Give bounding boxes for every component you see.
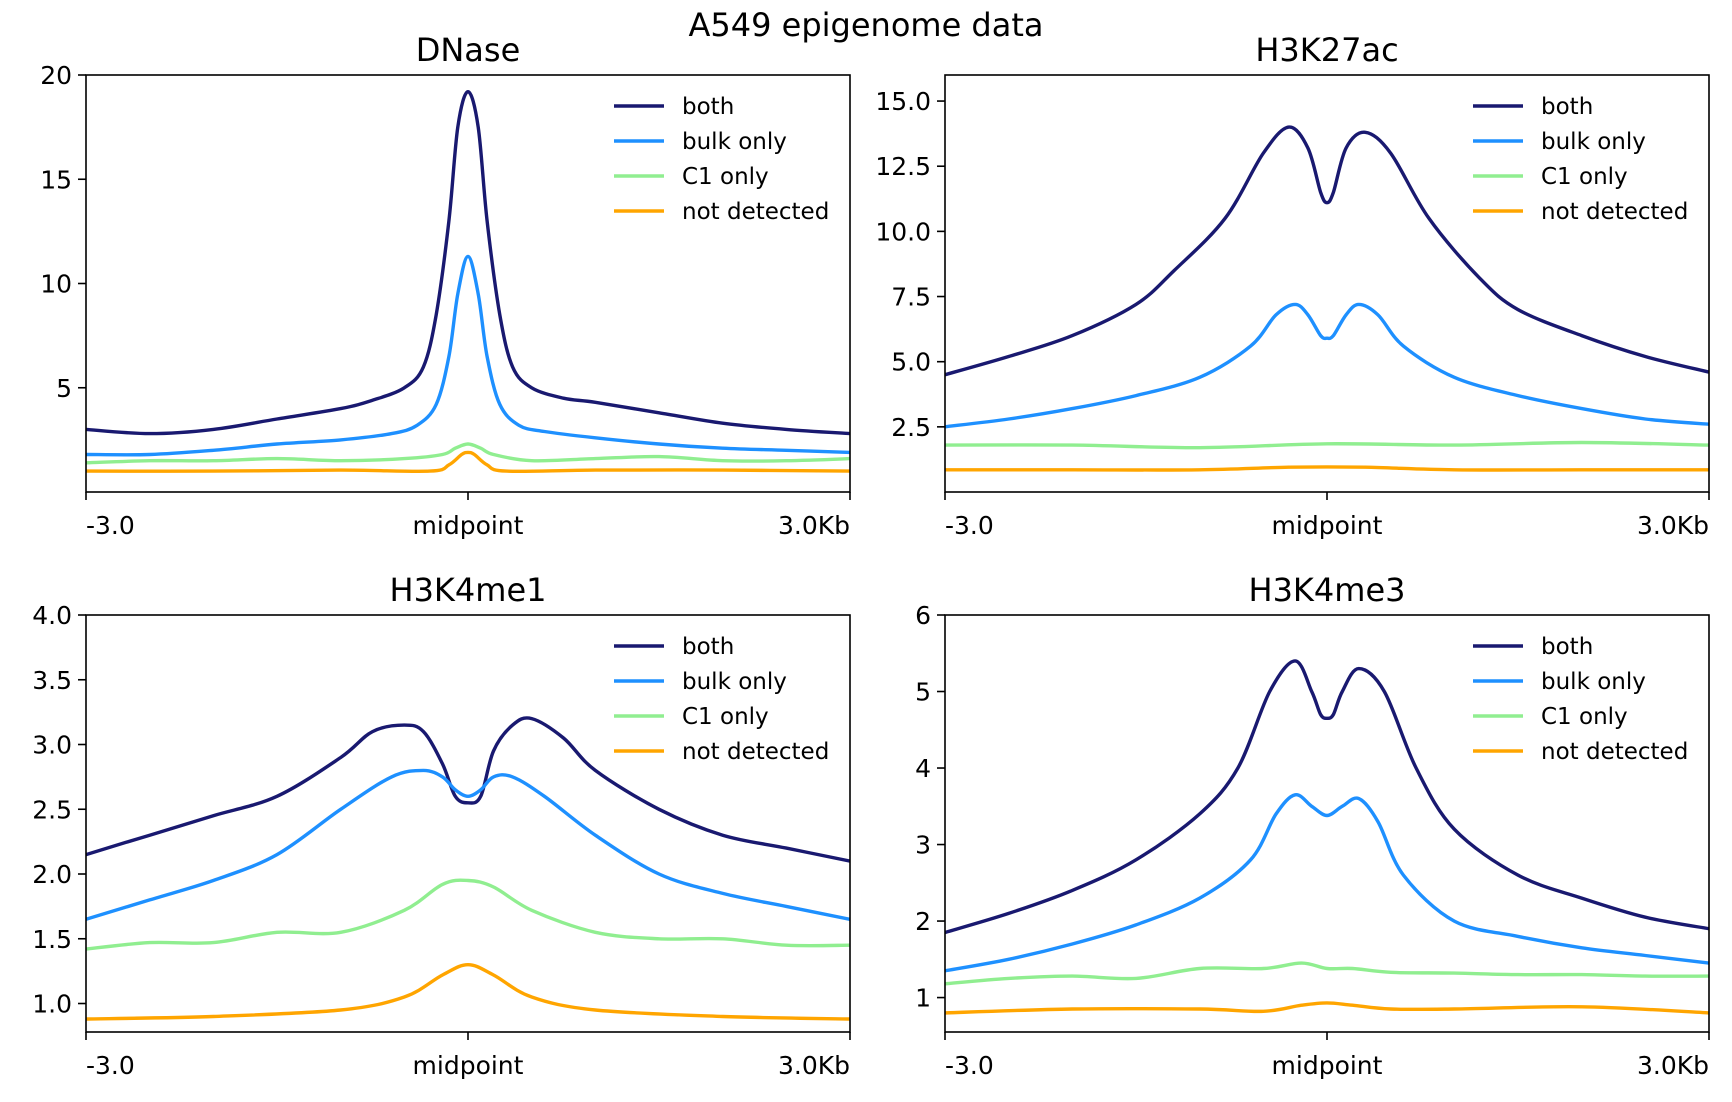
legend-label-bulk-only: bulk only xyxy=(1541,129,1646,155)
series-group xyxy=(86,90,850,474)
legend-label-both: both xyxy=(1541,634,1593,660)
y-tick-label: 1 xyxy=(915,984,931,1013)
panel-title: H3K4me1 xyxy=(390,571,547,609)
x-tick-label: 3.0Kb xyxy=(778,511,850,540)
series-bulk-only-line xyxy=(86,768,850,921)
series-c1-only-line xyxy=(86,878,850,951)
y-tick-label: 1.5 xyxy=(32,925,72,954)
series-bulk-only-line xyxy=(945,793,1709,973)
y-tick-label: 5 xyxy=(915,678,931,707)
x-tick-label: 3.0Kb xyxy=(778,1051,850,1080)
series-both-line xyxy=(86,90,850,436)
legend-label-c1-only: C1 only xyxy=(682,164,769,190)
y-tick-label: 7.5 xyxy=(891,283,931,312)
legend-label-both: both xyxy=(682,94,734,120)
series-not-detected-line xyxy=(86,450,850,474)
series-both-line xyxy=(945,125,1709,377)
legend-label-not-detected: not detected xyxy=(1541,739,1688,765)
y-tick-label: 2.0 xyxy=(32,860,72,889)
panel-title: DNase xyxy=(416,31,521,69)
y-tick-label: 20 xyxy=(40,61,72,90)
y-tick-label: 5 xyxy=(56,374,72,403)
x-tick-label: midpoint xyxy=(413,1051,524,1080)
figure-title: A549 epigenome data xyxy=(689,6,1044,44)
series-not-detected-line xyxy=(945,1001,1709,1015)
x-tick-label: -3.0 xyxy=(945,1051,994,1080)
panel-h3k27ac: H3K27ac 2.5 5.0 7.5 10.0 12.5 15.0 -3.0 midpoint… xyxy=(875,31,1710,540)
legend-label-c1-only: C1 only xyxy=(1541,164,1628,190)
y-tick-label: 10.0 xyxy=(875,217,931,246)
panel-dnase: DNase 5 10 15 20 -3.0 midpoint 3.0Kb both bulk on… xyxy=(40,31,851,540)
panel-title: H3K4me3 xyxy=(1249,571,1406,609)
legend-label-c1-only: C1 only xyxy=(1541,704,1628,730)
y-tick-label: 10 xyxy=(40,270,72,299)
y-tick-label: 3.0 xyxy=(32,731,72,760)
y-tick-label: 4.0 xyxy=(32,601,72,630)
series-c1-only-line xyxy=(945,961,1709,986)
legend: both bulk only C1 only not detected xyxy=(614,634,829,765)
y-tick-label: 3.5 xyxy=(32,666,72,695)
x-tick-label: midpoint xyxy=(413,511,524,540)
legend: both bulk only C1 only not detected xyxy=(614,94,829,225)
panel-h3k4me3: H3K4me3 1 2 3 4 5 6 -3.0 midpoint 3.0Kb both bulk o… xyxy=(915,571,1710,1080)
y-tick-label: 5.0 xyxy=(891,348,931,377)
x-tick-label: 3.0Kb xyxy=(1637,511,1709,540)
y-tick-label: 15.0 xyxy=(875,87,931,116)
y-tick-label: 4 xyxy=(915,754,931,783)
legend-label-bulk-only: bulk only xyxy=(682,129,787,155)
x-tick-label: 3.0Kb xyxy=(1637,1051,1709,1080)
x-tick-label: -3.0 xyxy=(86,511,135,540)
legend: both bulk only C1 only not detected xyxy=(1473,634,1688,765)
x-tick-label: -3.0 xyxy=(945,511,994,540)
series-c1-only-line xyxy=(86,442,850,465)
series-both-line xyxy=(945,659,1709,935)
panel-title: H3K27ac xyxy=(1255,31,1398,69)
legend-label-not-detected: not detected xyxy=(682,739,829,765)
series-both-line xyxy=(86,716,850,863)
y-tick-label: 3 xyxy=(915,831,931,860)
series-group xyxy=(945,125,1709,472)
legend-label-not-detected: not detected xyxy=(682,199,829,225)
x-tick-label: -3.0 xyxy=(86,1051,135,1080)
series-bulk-only-line xyxy=(945,302,1709,429)
series-c1-only-line xyxy=(945,440,1709,450)
legend-label-not-detected: not detected xyxy=(1541,199,1688,225)
x-tick-label: midpoint xyxy=(1272,511,1383,540)
y-tick-label: 2.5 xyxy=(32,795,72,824)
legend-label-both: both xyxy=(682,634,734,660)
y-tick-label: 6 xyxy=(915,601,931,630)
y-tick-label: 12.5 xyxy=(875,152,931,181)
series-group xyxy=(945,659,1709,1015)
series-bulk-only-line xyxy=(86,254,850,457)
panel-h3k4me1: H3K4me1 1.0 1.5 2.0 2.5 3.0 3.5 4.0 -3.0 midpoint… xyxy=(32,571,851,1080)
legend-label-bulk-only: bulk only xyxy=(1541,669,1646,695)
series-group xyxy=(86,716,850,1021)
series-not-detected-line xyxy=(86,963,850,1021)
series-not-detected-line xyxy=(945,465,1709,472)
y-tick-label: 1.0 xyxy=(32,990,72,1019)
y-tick-label: 2.5 xyxy=(891,413,931,442)
y-tick-label: 2 xyxy=(915,907,931,936)
legend-label-both: both xyxy=(1541,94,1593,120)
legend: both bulk only C1 only not detected xyxy=(1473,94,1688,225)
y-tick-label: 15 xyxy=(40,165,72,194)
x-tick-label: midpoint xyxy=(1272,1051,1383,1080)
legend-label-bulk-only: bulk only xyxy=(682,669,787,695)
legend-label-c1-only: C1 only xyxy=(682,704,769,730)
